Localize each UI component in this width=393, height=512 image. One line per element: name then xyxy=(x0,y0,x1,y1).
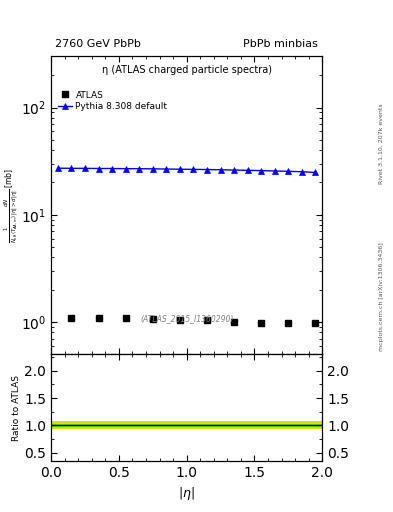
Text: PbPb minbias: PbPb minbias xyxy=(243,38,318,49)
ATLAS xyxy=(286,319,291,326)
Y-axis label: Ratio to ATLAS: Ratio to ATLAS xyxy=(13,375,22,441)
Pythia 8.308 default xyxy=(313,169,318,176)
ATLAS xyxy=(232,318,237,325)
ATLAS xyxy=(96,315,101,321)
Pythia 8.308 default xyxy=(245,167,250,174)
Line: ATLAS: ATLAS xyxy=(68,315,319,327)
Y-axis label: $\frac{1}{N_{\rm eff}\langle T_{AA,m}\rangle}\frac{dN}{|\eta|>d|\eta|}$ [mb]: $\frac{1}{N_{\rm eff}\langle T_{AA,m}\ra… xyxy=(2,168,20,243)
Pythia 8.308 default xyxy=(137,165,141,172)
Pythia 8.308 default xyxy=(83,165,87,172)
Pythia 8.308 default xyxy=(286,168,291,175)
Line: Pythia 8.308 default: Pythia 8.308 default xyxy=(55,165,318,175)
ATLAS xyxy=(178,317,182,323)
ATLAS xyxy=(69,315,74,322)
Pythia 8.308 default xyxy=(205,166,209,173)
Text: mcplots.cern.ch [arXiv:1306.3436]: mcplots.cern.ch [arXiv:1306.3436] xyxy=(379,243,384,351)
Text: η (ATLAS charged particle spectra): η (ATLAS charged particle spectra) xyxy=(102,65,272,75)
Pythia 8.308 default xyxy=(164,166,169,172)
Pythia 8.308 default xyxy=(191,166,196,173)
ATLAS xyxy=(205,317,209,323)
Text: (ATLAS_2015_I1360290): (ATLAS_2015_I1360290) xyxy=(140,314,233,323)
Pythia 8.308 default xyxy=(259,167,264,174)
Text: 2760 GeV PbPb: 2760 GeV PbPb xyxy=(55,38,141,49)
Pythia 8.308 default xyxy=(69,165,74,172)
Pythia 8.308 default xyxy=(178,166,182,172)
ATLAS xyxy=(123,315,128,322)
Pythia 8.308 default xyxy=(299,168,304,175)
Pythia 8.308 default xyxy=(218,167,223,173)
X-axis label: $|\eta|$: $|\eta|$ xyxy=(178,485,195,502)
ATLAS xyxy=(151,316,155,322)
Legend: ATLAS, Pythia 8.308 default: ATLAS, Pythia 8.308 default xyxy=(58,91,167,111)
ATLAS xyxy=(259,319,264,326)
Pythia 8.308 default xyxy=(96,165,101,172)
Pythia 8.308 default xyxy=(55,165,60,171)
Pythia 8.308 default xyxy=(232,167,237,173)
Pythia 8.308 default xyxy=(272,168,277,174)
Pythia 8.308 default xyxy=(123,165,128,172)
Pythia 8.308 default xyxy=(151,166,155,172)
ATLAS xyxy=(313,321,318,327)
Pythia 8.308 default xyxy=(110,165,114,172)
Text: Rivet 3.1.10, 207k events: Rivet 3.1.10, 207k events xyxy=(379,103,384,184)
